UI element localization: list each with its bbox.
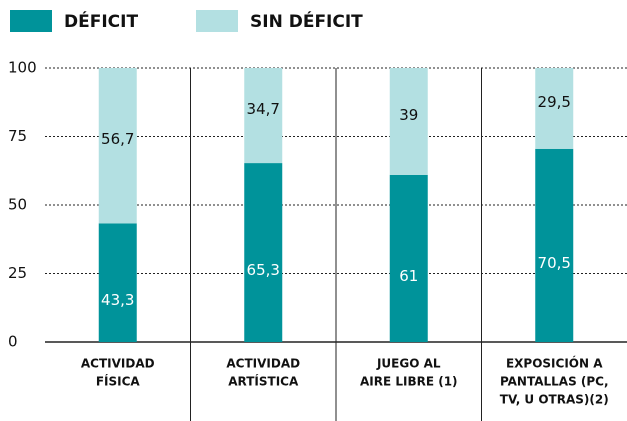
y-tick-label: 0 <box>8 333 18 351</box>
bar-segment <box>244 163 283 342</box>
x-tick-label: AIRE LIBRE (1) <box>360 375 458 389</box>
bar-segment <box>535 148 574 342</box>
x-tick-label: TV, U OTRAS)(2) <box>500 393 609 407</box>
x-tick-label: PANTALLAS (PC, <box>500 375 609 389</box>
legend-swatch <box>196 10 238 32</box>
legend-swatch <box>10 10 52 32</box>
legend-label: SIN DÉFICIT <box>250 10 363 32</box>
x-tick-label: ACTIVIDAD <box>226 357 300 371</box>
x-tick-label: ARTÍSTICA <box>228 374 299 389</box>
value-label: 65,3 <box>247 261 280 279</box>
y-tick-label: 50 <box>8 196 27 214</box>
x-tick-label: ACTIVIDAD <box>81 357 155 371</box>
value-label: 56,7 <box>101 130 134 148</box>
bar-segment <box>535 68 574 149</box>
y-tick-label: 100 <box>8 59 37 77</box>
value-label: 34,7 <box>247 100 280 118</box>
value-label: 61 <box>399 267 418 285</box>
x-tick-label: EXPOSICIÓN A <box>506 356 603 371</box>
bar-segment <box>98 223 137 342</box>
x-tick-label: JUEGO AL <box>376 357 441 371</box>
bar-segment <box>98 68 137 224</box>
legend-label: DÉFICIT <box>64 10 138 32</box>
value-label: 29,5 <box>538 93 571 111</box>
value-label: 39 <box>399 106 418 124</box>
value-label: 43,3 <box>101 291 134 309</box>
x-tick-label: FÍSICA <box>96 374 141 389</box>
y-tick-label: 25 <box>8 264 27 282</box>
y-tick-label: 75 <box>8 127 27 145</box>
bar-segment <box>389 174 428 342</box>
bar-segment <box>244 68 283 164</box>
value-label: 70,5 <box>538 254 571 272</box>
bar-segment <box>389 68 428 175</box>
